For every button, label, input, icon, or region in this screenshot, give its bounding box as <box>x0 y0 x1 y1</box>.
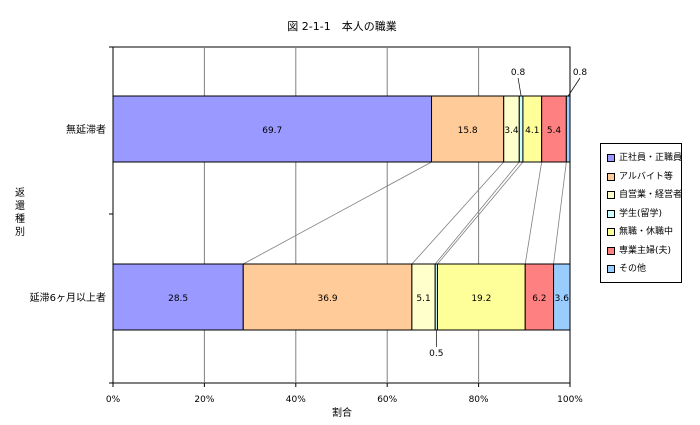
legend-item: 正社員・正職員 <box>607 152 682 164</box>
data-label: 4.1 <box>525 126 539 136</box>
bar-segment <box>436 263 526 331</box>
legend-swatch <box>607 228 615 236</box>
chart-title: 図 2-1-1 本人の職業 <box>287 19 396 33</box>
data-label: 3.6 <box>555 294 570 304</box>
y-axis-title-char: 返 <box>15 187 25 199</box>
legend-label: 無職・休職中 <box>619 227 674 237</box>
legend-swatch <box>607 172 615 181</box>
x-tick-label: 100% <box>557 395 583 405</box>
series-connector <box>437 161 524 265</box>
legend-swatch <box>607 246 615 255</box>
y-axis-title-char: 還 <box>15 200 25 212</box>
data-label: 5.1 <box>416 294 430 304</box>
bar-segment <box>431 95 505 163</box>
legend-swatch <box>607 154 615 162</box>
data-label: 3.4 <box>504 126 519 136</box>
legend-swatch <box>607 265 615 273</box>
legend-item: その他 <box>607 263 646 275</box>
category-label: 延滞6ヶ月以上者 <box>30 292 106 304</box>
bar-segment <box>242 263 413 331</box>
legend-item: 学生(留学) <box>607 208 662 220</box>
legend-item: 自営業・経営者 <box>607 189 682 201</box>
bar-segment <box>112 263 244 331</box>
x-tick-label: 80% <box>469 395 489 405</box>
data-label: 5.4 <box>547 126 562 136</box>
x-tick-label: 40% <box>286 395 306 405</box>
legend-label: 学生(留学) <box>619 208 663 219</box>
legend-label: アルバイト等 <box>619 171 673 182</box>
data-label-leader <box>517 77 522 97</box>
data-label: 19.2 <box>471 294 491 304</box>
legend-item: 無職・休職中 <box>607 226 673 238</box>
data-label: 0.5 <box>429 349 443 359</box>
data-label: 0.8 <box>511 68 526 78</box>
series-connector <box>243 161 432 265</box>
legend-label: その他 <box>619 264 647 274</box>
data-label: 6.2 <box>532 294 546 304</box>
category-label: 無延滞者 <box>66 123 106 136</box>
legend-item: 専業主婦(夫) <box>607 245 671 257</box>
bar-segment <box>553 263 571 331</box>
legend-label: 自営業・経営者 <box>619 190 683 200</box>
series-connector <box>411 161 505 265</box>
bar-segment <box>112 95 433 163</box>
bar-segment <box>518 95 524 163</box>
legend-label: 正社員・正職員 <box>619 153 683 163</box>
legend-label: 専業主婦(夫) <box>619 245 672 256</box>
data-label: 36.9 <box>318 294 338 304</box>
data-label-leader <box>567 77 581 97</box>
data-label: 15.8 <box>458 126 478 136</box>
x-axis-title: 割合 <box>332 406 352 419</box>
bar-segment <box>565 95 571 163</box>
y-axis-title-char: 種 <box>15 212 25 225</box>
x-tick-label: 60% <box>377 395 397 405</box>
legend-item: アルバイト等 <box>607 171 673 183</box>
series-connector <box>434 161 520 265</box>
data-label: 0.8 <box>573 68 588 78</box>
series-connector <box>524 161 543 265</box>
legend: 正社員・正職員 アルバイト等 自営業・経営者 学生(留学) 無職・休職中 専業主婦(夫) そ… <box>600 143 682 283</box>
y-axis-title-char: 別 <box>15 226 25 238</box>
legend-swatch <box>607 209 615 218</box>
x-tick-label: 20% <box>194 395 214 405</box>
x-tick-label: 0% <box>106 395 121 405</box>
data-label: 28.5 <box>168 294 188 304</box>
series-connector <box>553 161 567 265</box>
data-label: 69.7 <box>262 126 282 136</box>
legend-swatch <box>607 191 615 199</box>
bar-segment <box>524 263 555 331</box>
